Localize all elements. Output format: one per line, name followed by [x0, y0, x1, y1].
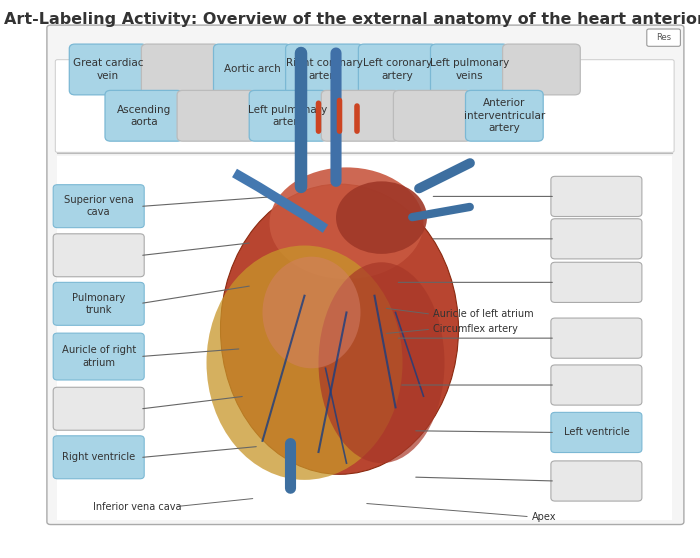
FancyBboxPatch shape: [466, 90, 543, 141]
FancyBboxPatch shape: [105, 90, 183, 141]
Ellipse shape: [270, 167, 424, 279]
Ellipse shape: [336, 181, 427, 254]
FancyBboxPatch shape: [53, 436, 144, 479]
FancyArrowPatch shape: [419, 163, 470, 189]
Text: Right ventricle: Right ventricle: [62, 453, 135, 462]
FancyBboxPatch shape: [53, 282, 144, 325]
FancyBboxPatch shape: [551, 219, 642, 259]
FancyBboxPatch shape: [430, 44, 508, 95]
Text: Art-Labeling Activity: Overview of the external anatomy of the heart anterior vi: Art-Labeling Activity: Overview of the e…: [4, 12, 700, 27]
FancyBboxPatch shape: [551, 461, 642, 501]
Text: Right coronary
artery: Right coronary artery: [286, 58, 363, 81]
FancyArrowPatch shape: [412, 207, 470, 217]
FancyBboxPatch shape: [321, 90, 399, 141]
Text: Auricle of right
atrium: Auricle of right atrium: [62, 345, 136, 368]
Text: Left coronary
artery: Left coronary artery: [363, 58, 432, 81]
FancyBboxPatch shape: [53, 234, 144, 277]
Text: Auricle of left atrium: Auricle of left atrium: [433, 309, 533, 319]
Text: Apex: Apex: [532, 512, 556, 522]
Text: Left pulmonary
artery: Left pulmonary artery: [248, 104, 328, 127]
Text: Aortic arch: Aortic arch: [224, 65, 281, 74]
Ellipse shape: [262, 257, 360, 368]
Text: Anterior
interventricular
artery: Anterior interventricular artery: [463, 98, 545, 133]
FancyBboxPatch shape: [551, 318, 642, 358]
Text: Res: Res: [656, 33, 671, 42]
Text: Circumflex artery: Circumflex artery: [433, 324, 517, 334]
FancyBboxPatch shape: [503, 44, 580, 95]
FancyBboxPatch shape: [177, 90, 255, 141]
FancyBboxPatch shape: [551, 176, 642, 217]
FancyBboxPatch shape: [393, 90, 471, 141]
FancyBboxPatch shape: [214, 44, 291, 95]
FancyBboxPatch shape: [551, 365, 642, 405]
FancyBboxPatch shape: [551, 412, 642, 453]
Text: Great cardiac
vein: Great cardiac vein: [73, 58, 144, 81]
FancyBboxPatch shape: [53, 185, 144, 228]
Text: Left pulmonary
veins: Left pulmonary veins: [430, 58, 509, 81]
Ellipse shape: [220, 184, 458, 474]
FancyBboxPatch shape: [47, 25, 684, 525]
FancyBboxPatch shape: [249, 90, 327, 141]
FancyBboxPatch shape: [53, 387, 144, 430]
Text: Ascending
aorta: Ascending aorta: [117, 104, 171, 127]
FancyBboxPatch shape: [53, 333, 144, 380]
FancyBboxPatch shape: [141, 44, 219, 95]
FancyBboxPatch shape: [358, 44, 436, 95]
FancyBboxPatch shape: [55, 60, 674, 152]
FancyBboxPatch shape: [551, 262, 642, 302]
Text: Superior vena
cava: Superior vena cava: [64, 195, 134, 218]
FancyBboxPatch shape: [69, 44, 147, 95]
Text: Left ventricle: Left ventricle: [564, 427, 629, 437]
Ellipse shape: [318, 262, 444, 463]
Ellipse shape: [206, 246, 402, 480]
Text: Pulmonary
trunk: Pulmonary trunk: [72, 292, 125, 315]
FancyBboxPatch shape: [647, 29, 680, 46]
FancyBboxPatch shape: [286, 44, 363, 95]
Text: Inferior vena cava: Inferior vena cava: [93, 502, 181, 512]
FancyBboxPatch shape: [57, 156, 672, 520]
